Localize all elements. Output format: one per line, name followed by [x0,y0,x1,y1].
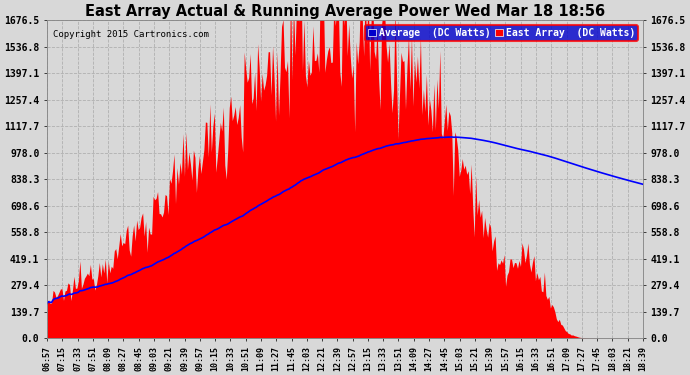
Title: East Array Actual & Running Average Power Wed Mar 18 18:56: East Array Actual & Running Average Powe… [85,4,605,19]
Text: Copyright 2015 Cartronics.com: Copyright 2015 Cartronics.com [53,30,209,39]
Legend: Average  (DC Watts), East Array  (DC Watts): Average (DC Watts), East Array (DC Watts… [365,25,638,41]
